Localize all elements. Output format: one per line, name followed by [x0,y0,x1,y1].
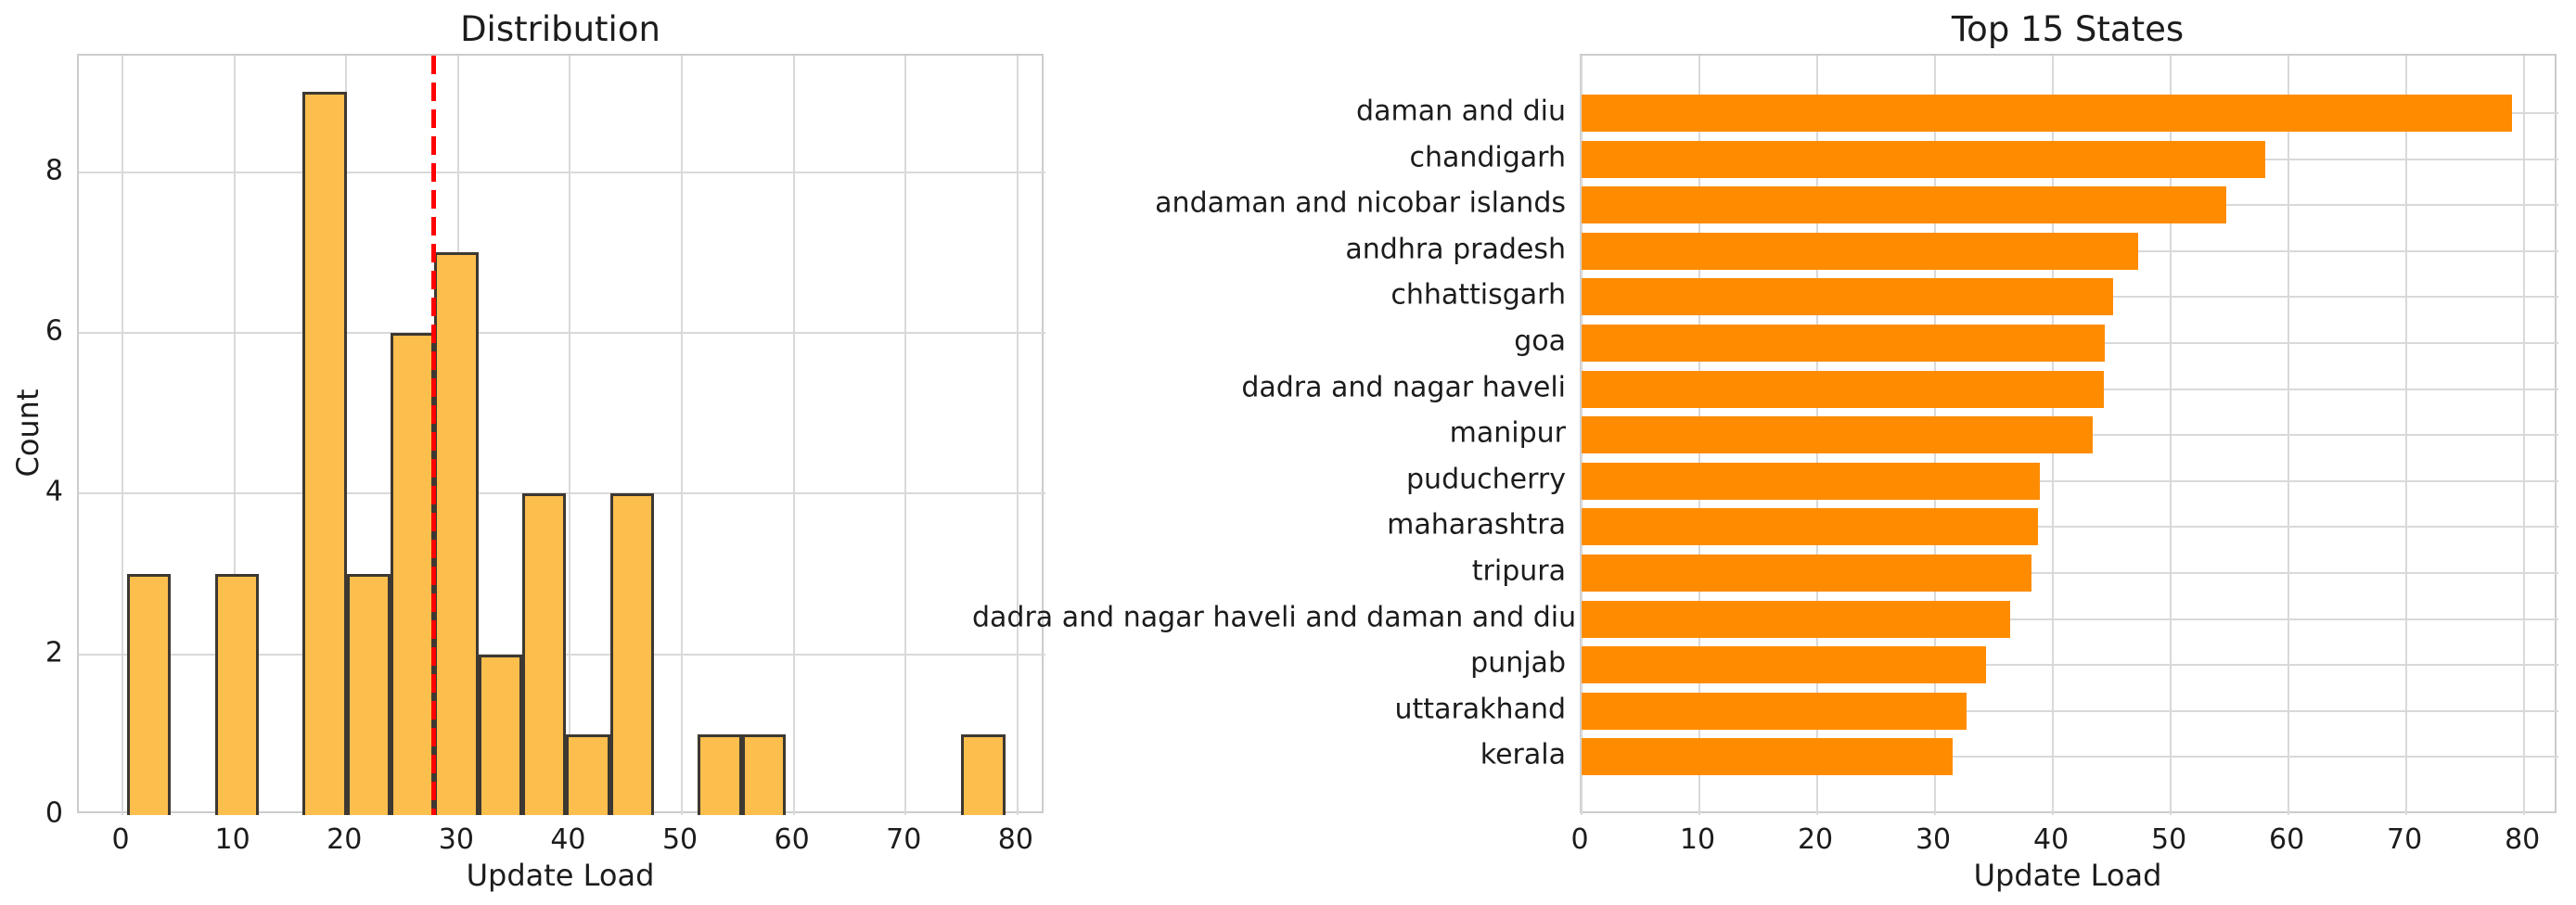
histogram-x-tick-60: 60 [774,823,810,856]
state-label-9: maharashtra [1387,508,1566,542]
histogram-bar [214,574,259,815]
histogram-y-tick-0: 0 [45,797,63,830]
grid-line-cat-13 [1582,709,2558,712]
histogram-bar [961,734,1006,815]
top-states-x-tick-80: 80 [2505,823,2541,856]
top-states-x-tick-0: 0 [1570,823,1589,856]
state-bar-4 [1582,278,2113,316]
grid-line-cat-11 [1582,618,2558,620]
histogram-y-tick-6: 6 [45,314,63,348]
top-states-x-tick-20: 20 [1797,823,1834,856]
grid-line-x-40 [569,56,571,815]
grid-line-x-80 [1016,56,1019,815]
state-bar-12 [1582,646,1986,684]
state-bar-7 [1582,416,2094,454]
grid-line-cat-10 [1582,572,2558,574]
top-states-x-axis-label: Update Load [1973,858,2162,893]
state-label-7: manipur [1449,416,1566,450]
histogram-y-tick-4: 4 [45,475,63,508]
mean-line [430,56,436,815]
state-bar-0 [1582,95,2513,132]
state-bar-9 [1582,508,2038,546]
histogram-x-tick-20: 20 [327,823,363,856]
state-bar-5 [1582,325,2105,362]
state-bar-8 [1582,462,2041,500]
grid-line-x-0 [122,56,124,815]
histogram-bar [126,574,172,815]
state-label-12: punjab [1470,646,1566,680]
grid-line-x-70 [2405,56,2408,815]
grid-line-x-50 [681,56,684,815]
histogram-y-tick-2: 2 [45,636,63,669]
state-bar-11 [1582,600,2011,638]
state-bar-3 [1582,232,2138,270]
state-bar-1 [1582,140,2265,178]
histogram-bar [566,734,610,815]
histogram-plot-area [77,54,1045,815]
histogram-bar [346,574,391,815]
grid-line-x-10 [233,56,236,815]
grid-line-x-80 [2523,56,2526,815]
histogram-bar [741,734,786,815]
grid-line-x-50 [2170,56,2172,815]
top-states-x-tick-70: 70 [2387,823,2423,856]
top-states-x-tick-10: 10 [1679,823,1716,856]
top-states-x-tick-50: 50 [2151,823,2187,856]
state-label-11: dadra and nagar haveli and daman and diu [972,601,1577,634]
grid-line-cat-8 [1582,479,2558,482]
histogram-bar [478,654,522,815]
histogram-x-axis-label: Update Load [466,858,655,893]
top-states-x-tick-30: 30 [1915,823,1952,856]
histogram-bar [521,493,567,815]
state-label-10: tripura [1471,554,1566,588]
grid-line-x-60 [2288,56,2290,815]
top-states-x-tick-60: 60 [2269,823,2305,856]
state-bar-10 [1582,554,2032,592]
histogram-x-tick-80: 80 [997,823,1033,856]
histogram-bar [698,734,742,815]
histogram-x-tick-70: 70 [886,823,922,856]
histogram-bar [434,252,479,815]
histogram-bar [302,92,347,815]
grid-line-cat-9 [1582,526,2558,529]
state-label-1: chandigarh [1409,141,1566,174]
state-bar-13 [1582,692,1967,730]
histogram-x-tick-50: 50 [661,823,698,856]
state-label-2: andaman and nicobar islands [1155,186,1566,220]
grid-line-y-6 [79,332,1045,334]
state-label-8: puducherry [1406,463,1566,496]
state-label-14: kerala [1480,738,1566,771]
state-bar-2 [1582,186,2226,224]
grid-line-cat-14 [1582,756,2558,758]
state-bar-14 [1582,738,1954,776]
histogram-x-tick-40: 40 [550,823,586,856]
histogram-y-axis-label: Count [10,389,45,478]
histogram-bar [609,493,654,815]
state-label-4: chhattisgarh [1391,278,1566,312]
state-label-13: uttarakhand [1394,693,1566,726]
histogram-x-tick-30: 30 [438,823,474,856]
top-states-plot-area [1580,54,2558,815]
histogram-title: Distribution [460,9,660,49]
grid-line-y-8 [79,171,1045,173]
histogram-x-tick-0: 0 [111,823,130,856]
state-label-6: dadra and nagar haveli [1241,371,1566,404]
grid-line-x-60 [792,56,795,815]
state-label-0: daman and diu [1356,95,1566,128]
top-states-title: Top 15 States [1951,9,2185,49]
histogram-x-tick-10: 10 [214,823,250,856]
grid-line-cat-12 [1582,664,2558,667]
top-states-x-tick-40: 40 [2032,823,2070,856]
state-bar-6 [1582,370,2104,408]
grid-line-x-70 [904,56,907,815]
histogram-y-tick-8: 8 [45,154,63,187]
state-label-3: andhra pradesh [1345,233,1566,266]
histogram-bar [390,333,435,815]
state-label-5: goa [1514,325,1566,358]
